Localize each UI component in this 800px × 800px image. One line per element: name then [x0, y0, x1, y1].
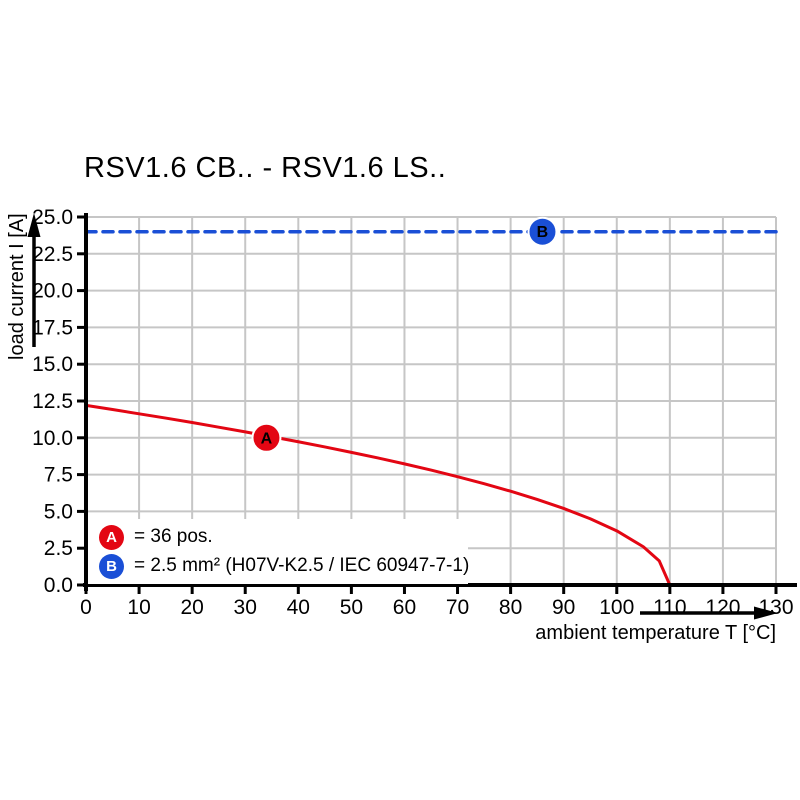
- y-tick-label: 20.0: [32, 280, 73, 303]
- x-tick-label: 120: [705, 596, 740, 619]
- legend: A = 36 pos. B = 2.5 mm² (H07V-K2.5 / IEC…: [88, 519, 470, 584]
- y-tick-label: 22.5: [32, 243, 73, 266]
- series-A-line: [84, 403, 672, 587]
- x-tick-label: 10: [127, 596, 150, 619]
- y-tick-label: 2.5: [44, 537, 73, 560]
- legend-marker-b-icon: B: [99, 553, 124, 579]
- curve-marker-b-letter: B: [537, 224, 549, 241]
- y-tick-label: 15.0: [32, 353, 73, 376]
- x-tick-label: 30: [234, 596, 257, 619]
- curve-marker-b-badge: [527, 216, 558, 247]
- x-tick-label: 0: [80, 596, 92, 619]
- legend-marker-a-icon: A: [99, 524, 124, 550]
- y-tick-label: 25.0: [32, 206, 73, 229]
- x-tick-label: 50: [340, 596, 363, 619]
- x-tick-label: 20: [180, 596, 203, 619]
- y-tick-label: 5.0: [44, 500, 73, 523]
- y-axis-label: load current I [A]: [6, 213, 28, 360]
- y-tick-label: 10.0: [32, 427, 73, 450]
- x-tick-label: 70: [446, 596, 469, 619]
- x-tick-label: 110: [653, 596, 686, 619]
- x-tick-label: 60: [393, 596, 416, 619]
- x-tick-label: 90: [552, 596, 575, 619]
- y-axis-arrowhead-icon: [27, 213, 41, 237]
- legend-text-b: = 2.5 mm² (H07V-K2.5 / IEC 60947-7-1): [134, 555, 470, 576]
- y-tick-label: 12.5: [32, 390, 73, 413]
- y-tick-label: 7.5: [44, 464, 73, 487]
- y-tick-label: 0.0: [44, 574, 73, 597]
- y-tick-label: 17.5: [32, 316, 73, 339]
- curve-marker-a-badge: [251, 422, 282, 453]
- x-tick-label: 100: [599, 596, 634, 619]
- x-axis-arrowhead-icon: [754, 606, 778, 620]
- chart-title: RSV1.6 CB.. - RSV1.6 LS..: [84, 152, 447, 184]
- curve-marker-a-letter: A: [261, 430, 273, 447]
- x-tick-label: 80: [499, 596, 522, 619]
- x-axis-label: ambient temperature T [°C]: [535, 622, 776, 644]
- legend-item-b: B = 2.5 mm² (H07V-K2.5 / IEC 60947-7-1): [99, 553, 470, 579]
- legend-text-a: = 36 pos.: [134, 526, 213, 547]
- x-tick-label: 40: [287, 596, 310, 619]
- legend-item-a: A = 36 pos.: [99, 524, 468, 550]
